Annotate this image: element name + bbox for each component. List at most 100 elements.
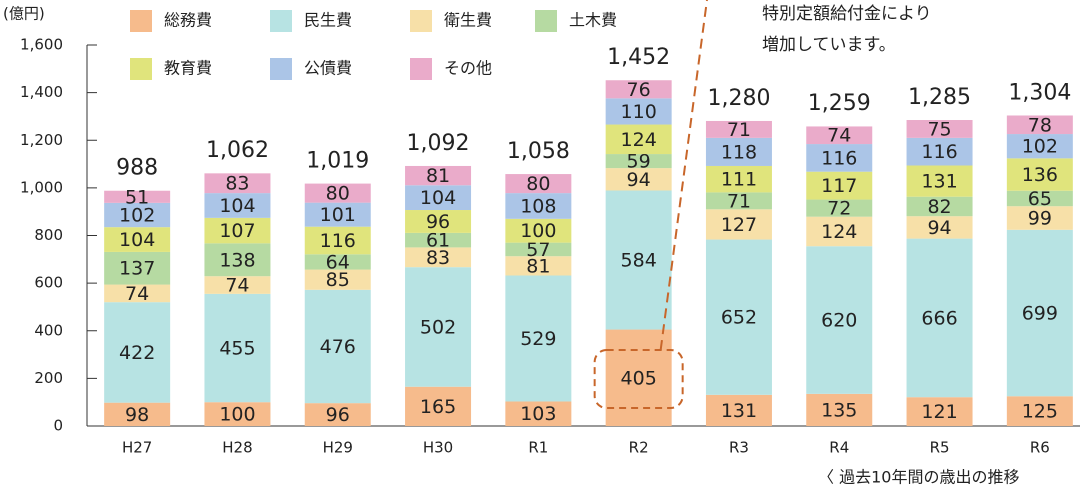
x-tick-label: R2 <box>629 439 649 457</box>
bar-segment <box>605 154 672 169</box>
data-label: 502 <box>420 316 456 338</box>
bar-segment <box>806 199 873 217</box>
data-label: 71 <box>727 190 751 212</box>
bar-segment <box>405 267 472 387</box>
data-label: 101 <box>320 204 356 226</box>
annotation: 特別定額給付金により <box>762 4 932 24</box>
legend-swatch <box>270 10 292 32</box>
total-label: 1,259 <box>808 91 871 116</box>
data-label: 104 <box>119 229 155 251</box>
bar-segment <box>104 251 171 285</box>
bar-segment <box>104 190 171 203</box>
bar-segment <box>304 269 371 290</box>
data-label: 74 <box>827 125 851 147</box>
y-tick-label: 400 <box>34 321 63 339</box>
data-label: 116 <box>821 147 857 169</box>
data-label: 80 <box>526 173 550 195</box>
bar-segment <box>906 238 973 398</box>
legend-label: 教育費 <box>164 59 212 78</box>
data-label: 76 <box>627 79 651 101</box>
bar-segment <box>104 302 171 403</box>
bar-segment <box>906 196 973 217</box>
bar-segment <box>304 289 371 404</box>
bar-segment <box>705 394 772 426</box>
x-tick-label: R3 <box>729 439 749 457</box>
legend-swatch <box>410 58 432 80</box>
legend-swatch <box>270 58 292 80</box>
legend-label: 民生費 <box>304 11 352 30</box>
bar-segment <box>405 232 472 248</box>
data-label: 94 <box>627 169 651 191</box>
bar-segment <box>505 275 572 402</box>
bar-segment <box>204 243 271 277</box>
bar-segment <box>104 402 171 426</box>
legend-swatch <box>535 10 557 32</box>
y-tick-label: 600 <box>34 274 63 292</box>
bar-segment <box>204 193 271 218</box>
total-label: 1,058 <box>507 139 570 164</box>
bar-segment <box>605 190 672 330</box>
data-label: 78 <box>1028 114 1052 136</box>
bar-segment <box>906 120 973 138</box>
bar-segment <box>705 165 772 193</box>
y-tick-label: 0 <box>53 417 63 435</box>
total-label: 1,285 <box>908 85 971 110</box>
data-label: 131 <box>921 171 957 193</box>
data-label: 131 <box>721 400 757 422</box>
data-label: 99 <box>1028 207 1052 229</box>
total-label: 1,019 <box>306 148 369 173</box>
x-tick-label: R5 <box>930 439 950 457</box>
bar-segment <box>505 218 572 243</box>
data-label: 127 <box>721 214 757 236</box>
data-label: 699 <box>1022 303 1058 325</box>
legend-label: 土木費 <box>569 11 617 30</box>
bar-segment <box>806 126 873 145</box>
y-tick-label: 1,200 <box>20 131 63 149</box>
data-label: 121 <box>921 401 957 423</box>
legend-label: 公債費 <box>304 59 352 78</box>
footer: 〈 過去10年間の歳出の推移 <box>818 468 1019 487</box>
bar-segment <box>304 226 371 255</box>
data-label: 94 <box>927 217 951 239</box>
data-label: 136 <box>1022 164 1058 186</box>
data-label: 405 <box>621 367 657 389</box>
data-label: 529 <box>520 328 556 350</box>
bar-segment <box>605 168 672 191</box>
bar-segment <box>1006 134 1073 159</box>
data-label: 455 <box>219 338 255 360</box>
bar-segment <box>405 386 472 426</box>
annotation: 増加しています。 <box>762 35 896 55</box>
bar-segment <box>304 183 371 203</box>
bar-segment <box>705 239 772 395</box>
bar-segment <box>1006 396 1073 426</box>
data-label: 64 <box>326 251 350 273</box>
data-label: 118 <box>721 141 757 163</box>
bar-segment <box>405 247 472 268</box>
bar-segment <box>304 403 371 426</box>
bar-segment <box>906 216 973 239</box>
data-label: 102 <box>1022 136 1058 158</box>
bar-segment <box>104 202 171 228</box>
bar-segment <box>705 137 772 166</box>
data-label: 104 <box>420 187 456 209</box>
bar-segment <box>906 397 973 426</box>
data-label: 102 <box>119 205 155 227</box>
x-tick-label: H29 <box>323 439 353 457</box>
bar-segment <box>806 393 873 426</box>
bar-segment <box>806 246 873 394</box>
total-label: 1,062 <box>206 138 269 163</box>
y-axis-label: (億円) <box>3 5 45 23</box>
x-tick-label: R6 <box>1030 439 1050 457</box>
x-tick-label: R4 <box>829 439 849 457</box>
legend-swatch <box>410 10 432 32</box>
bar-segment <box>104 227 171 252</box>
data-label: 96 <box>326 404 350 426</box>
data-label: 138 <box>219 249 255 271</box>
bar-segment <box>204 276 271 294</box>
bar-segment <box>304 254 371 270</box>
bar-segment <box>605 124 672 155</box>
bar-segment <box>806 144 873 172</box>
data-label: 124 <box>621 129 657 151</box>
legend-swatch <box>130 10 152 32</box>
data-label: 96 <box>426 211 450 233</box>
